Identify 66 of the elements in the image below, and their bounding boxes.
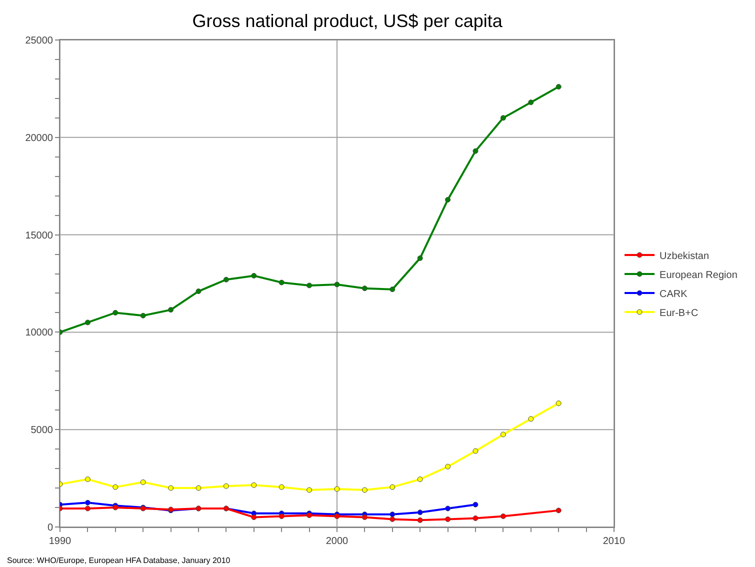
point — [362, 487, 368, 493]
point — [417, 476, 423, 482]
point — [445, 506, 451, 512]
chart-title: Gross national product, US$ per capita — [192, 10, 504, 31]
point — [278, 514, 284, 520]
point — [84, 476, 90, 482]
point — [223, 483, 229, 489]
point — [140, 479, 146, 485]
point — [84, 506, 90, 512]
point — [306, 282, 312, 288]
legend-label: Eur-B+C — [660, 308, 698, 319]
point — [500, 115, 506, 121]
point — [306, 487, 312, 493]
y-tick-label: 15000 — [25, 230, 54, 242]
point — [334, 282, 340, 288]
legend-label: CARK — [660, 288, 688, 300]
y-tick-label: 5000 — [30, 425, 54, 436]
source-note: Source: WHO/Europe, European HFA Database, January 2010 — [7, 556, 231, 565]
x-tick-label: 2000 — [326, 536, 349, 547]
point — [390, 512, 396, 518]
point — [196, 485, 202, 491]
point — [445, 516, 451, 522]
y-tick-label: 0 — [47, 522, 54, 534]
point — [528, 100, 534, 106]
point — [417, 510, 423, 516]
point — [334, 486, 340, 492]
point — [251, 482, 257, 488]
x-tick-label: 2010 — [602, 536, 626, 547]
point — [278, 484, 284, 490]
point — [500, 432, 506, 438]
point — [472, 515, 478, 521]
point — [362, 514, 368, 520]
point — [445, 196, 451, 202]
point — [556, 84, 562, 90]
point — [140, 312, 146, 318]
point — [251, 514, 257, 520]
point — [417, 517, 423, 523]
point — [168, 307, 174, 313]
point — [362, 286, 368, 292]
point — [472, 502, 478, 508]
point — [472, 148, 478, 154]
y-tick-label: 20000 — [25, 132, 54, 144]
point — [445, 464, 451, 470]
point — [278, 280, 284, 286]
y-tick-label: 10000 — [25, 328, 54, 339]
point — [390, 484, 396, 490]
point — [390, 516, 396, 522]
point — [84, 320, 90, 326]
point — [390, 286, 396, 292]
legend-label: Uzbekistan — [660, 250, 710, 262]
point — [500, 514, 506, 520]
legend-label: European Region — [660, 270, 738, 281]
point — [84, 500, 90, 506]
y-tick-label: 25000 — [25, 36, 54, 46]
x-tick-label: 1990 — [48, 536, 72, 547]
point — [556, 508, 562, 514]
point — [223, 276, 229, 282]
point — [251, 272, 257, 278]
point — [112, 484, 118, 490]
point — [472, 448, 478, 454]
point — [417, 255, 423, 261]
point — [196, 288, 202, 294]
point — [168, 485, 174, 491]
point — [112, 310, 118, 316]
point — [528, 416, 534, 422]
point — [556, 400, 562, 406]
